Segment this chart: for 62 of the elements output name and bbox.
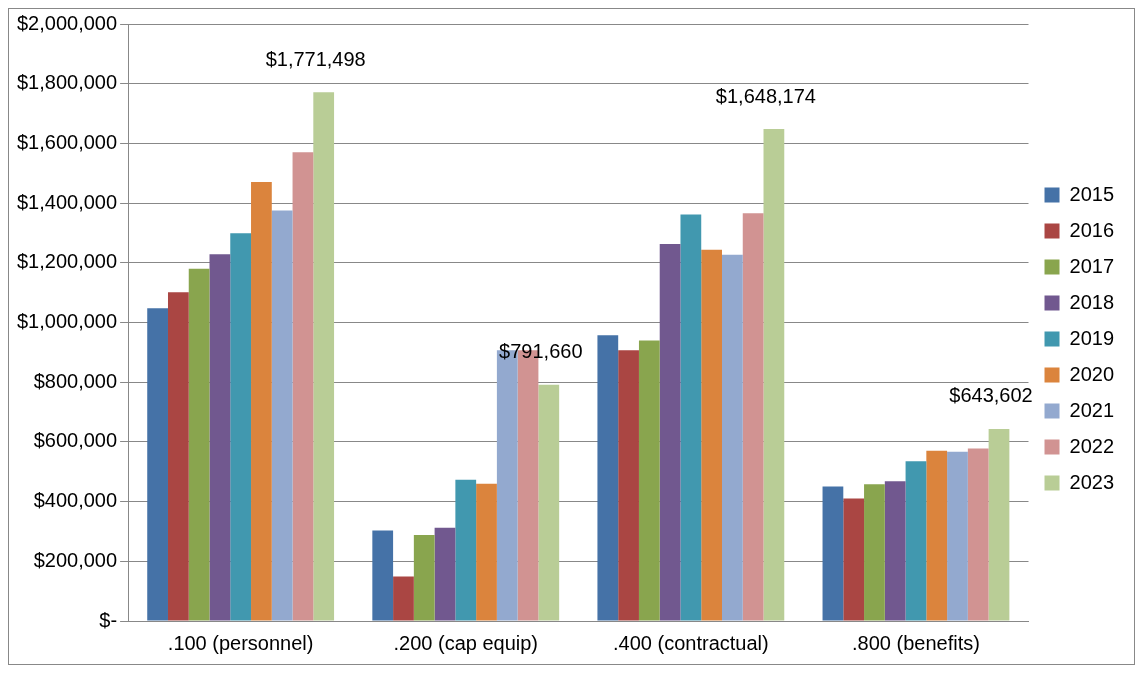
bar: [188, 268, 210, 621]
x-tick-label: .400 (contractual): [613, 631, 769, 654]
bar: [701, 249, 722, 621]
x-tick-label: .200 (cap equip): [393, 631, 539, 654]
bar: [947, 451, 968, 621]
bar: [230, 233, 252, 621]
bar: [372, 530, 394, 621]
y-tick-label: $-: [99, 608, 118, 631]
y-tick-label: $200,000: [33, 548, 118, 571]
bar: [721, 254, 743, 621]
y-tick-label: $1,600,000: [16, 130, 118, 153]
y-tick-label: $2,000,000: [16, 11, 118, 34]
bar: [538, 384, 560, 621]
bar: [597, 335, 619, 621]
bar: [393, 576, 414, 621]
bar: [967, 448, 989, 621]
data-label: $791,660: [499, 340, 583, 363]
bar: [271, 210, 293, 621]
legend-label: 2022: [1069, 434, 1115, 457]
bar: [455, 479, 477, 621]
bar: [147, 308, 168, 621]
legend-label: 2023: [1069, 470, 1115, 493]
bar: [763, 129, 785, 621]
bar: [864, 484, 885, 621]
bar: [292, 152, 314, 621]
y-tick-label: $1,800,000: [16, 71, 118, 94]
y-tick-label: $1,200,000: [16, 250, 118, 273]
bar: [905, 461, 927, 621]
bar: [618, 350, 639, 621]
data-label: $1,771,498: [265, 47, 366, 70]
bar: [680, 214, 702, 621]
data-label: $643,602: [949, 384, 1033, 407]
bar: [926, 450, 948, 621]
legend-label: 2020: [1069, 362, 1115, 385]
bar: [822, 486, 844, 621]
bar: [843, 498, 865, 621]
bar: [413, 535, 435, 621]
bar: [209, 254, 231, 621]
legend-label: 2017: [1069, 254, 1115, 277]
bar: [313, 92, 335, 621]
bar: [638, 340, 660, 621]
bar: [434, 527, 456, 621]
bar: [988, 428, 1010, 621]
legend-label: 2021: [1069, 398, 1115, 421]
legend-label: 2015: [1069, 182, 1115, 205]
bar: [167, 292, 189, 621]
legend-label: 2019: [1069, 326, 1115, 349]
x-tick-label: .800 (benefits): [852, 631, 980, 654]
bar: [742, 213, 764, 621]
y-tick-label: $600,000: [33, 429, 118, 452]
y-tick-label: $400,000: [33, 489, 118, 512]
legend-label: 2016: [1069, 218, 1115, 241]
bar: [659, 244, 681, 621]
y-tick-label: $800,000: [33, 369, 118, 392]
x-tick-label: .100 (personnel): [167, 631, 314, 654]
legend-label: 2018: [1069, 290, 1115, 313]
bar: [476, 483, 497, 621]
y-tick-label: $1,400,000: [16, 190, 118, 213]
y-tick-label: $1,000,000: [16, 310, 118, 333]
data-label: $1,648,174: [715, 84, 816, 107]
bar: [251, 181, 272, 621]
bar: [884, 481, 906, 621]
